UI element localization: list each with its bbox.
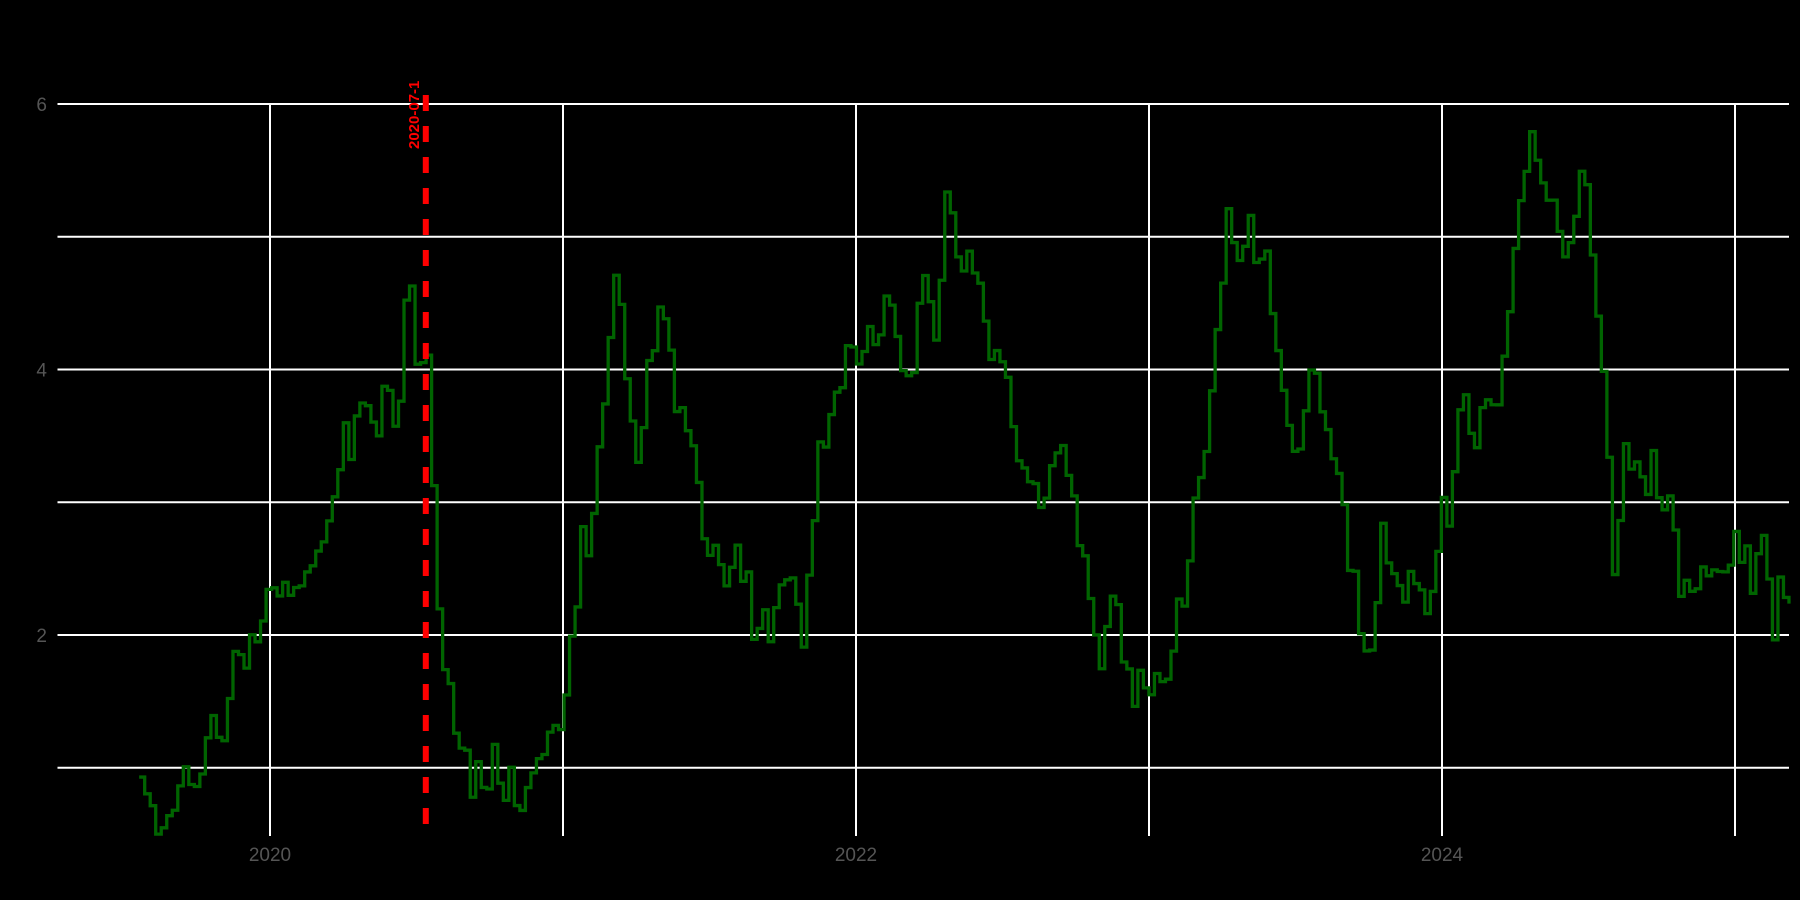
svg-text:2: 2 (36, 626, 47, 647)
svg-text:2020: 2020 (249, 845, 291, 866)
svg-text:4: 4 (36, 361, 47, 382)
svg-text:6: 6 (36, 95, 47, 116)
svg-text:2020-07-1: 2020-07-1 (406, 81, 423, 149)
svg-text:2022: 2022 (835, 845, 877, 866)
svg-text:2024: 2024 (1421, 845, 1464, 866)
